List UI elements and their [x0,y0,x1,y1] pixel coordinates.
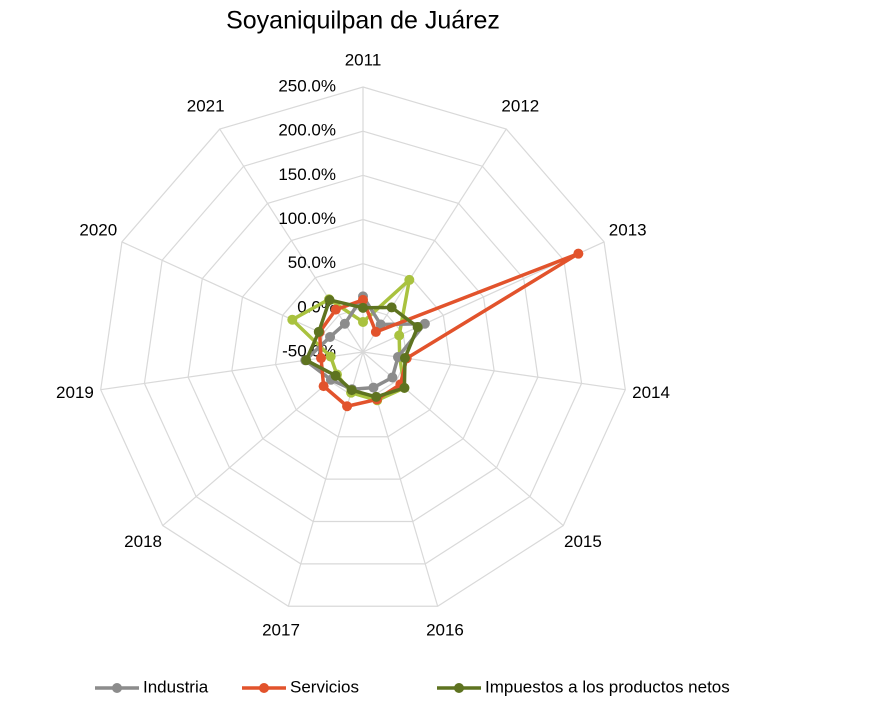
category-label: 2012 [501,97,539,116]
category-label: 2019 [56,383,94,402]
series-point [573,248,584,259]
series-point [358,302,368,313]
series-point [346,385,357,396]
series-point [301,355,312,366]
spoke [362,351,564,526]
chart-title: Soyaniquilpan de Juárez [226,7,500,35]
category-label: 2015 [564,532,602,551]
series-point [318,381,329,392]
category-label: 2016 [426,621,464,640]
grid-ring [231,218,495,480]
series-point [399,353,410,364]
series-point [358,294,368,305]
series-point [358,316,368,327]
series-point [316,353,327,364]
grid-ring [143,130,583,565]
spoke [362,128,507,353]
y-tick-label: 100.0% [278,209,336,228]
series-point [371,391,382,402]
series-point [375,319,386,330]
series-line [304,298,420,399]
series-line [290,278,412,403]
series-point [387,372,398,383]
legend-marker [112,683,122,693]
series-point [412,322,423,333]
y-tick-label: 250.0% [278,76,336,95]
grid-ring [100,86,626,607]
series-point [287,314,298,325]
series-point [330,370,341,381]
category-label: 2013 [609,221,647,240]
y-tick-label: 50.0% [288,253,336,272]
series-point [330,304,341,315]
category-label: 2014 [632,383,670,402]
series-point [313,326,324,337]
series-point [370,326,381,337]
series-point [404,274,415,285]
y-tick-label: 200.0% [278,121,336,140]
spoke [219,128,364,353]
series-point [325,331,336,342]
series-point [342,401,353,412]
series-point [339,318,350,329]
legend-label: Impuestos a los productos netos [485,677,730,696]
legend-label: Industria [143,677,209,696]
series-point [386,302,397,313]
category-label: 2020 [79,221,117,240]
series-line [317,251,581,408]
category-label: 2011 [345,50,382,69]
series-point [399,382,410,393]
legend-marker [259,683,269,693]
legend-marker [454,683,464,693]
grid-ring [187,174,539,523]
series-point [325,351,336,362]
category-label: 2021 [187,97,225,116]
y-tick-label: 150.0% [278,165,336,184]
legend-label: Servicios [290,677,359,696]
category-label: 2018 [124,532,162,551]
series-point [394,330,405,341]
series-point [368,382,379,393]
category-label: 2017 [262,621,300,640]
series-point [324,294,335,305]
